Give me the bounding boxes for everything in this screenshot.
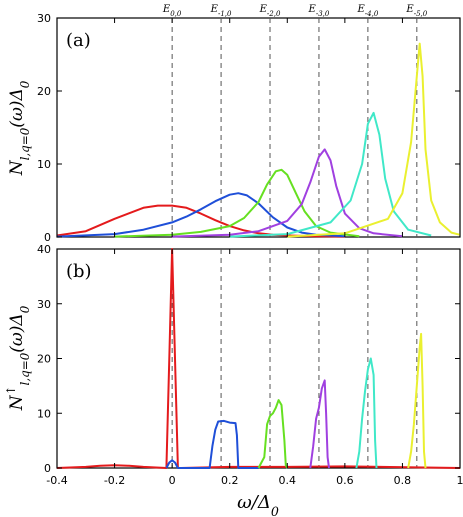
y-tick-label: 10 — [37, 158, 51, 171]
series-line — [257, 399, 289, 469]
y-tick-label: 20 — [37, 85, 51, 98]
series-line — [56, 248, 461, 469]
panel-a-frame — [56, 17, 461, 238]
panel-b-ticks: 0 10 20 30 40 -0.4 -0.2 0 0.2 0.4 0.6 0.8 1 — [37, 243, 463, 487]
series-line — [165, 419, 259, 469]
panel-b-frame — [56, 248, 461, 469]
panel-b-series — [56, 248, 461, 469]
y-tick-label: 10 — [37, 407, 51, 420]
energy-label: E0,0​ — [162, 4, 182, 18]
series-line — [355, 357, 378, 469]
x-tick-label: 0 — [169, 474, 176, 487]
x-tick-label: 0.6 — [336, 474, 354, 487]
panel-a-ticks: 0 10 20 30 — [37, 12, 461, 244]
energy-label: E-4,0​ — [356, 4, 378, 18]
x-tick-label: -0.4 — [46, 474, 67, 487]
y-tick-label: 40 — [37, 243, 51, 256]
y-tick-label: 0 — [44, 231, 51, 244]
x-tick-label: 0.8 — [394, 474, 412, 487]
y-tick-label: 30 — [37, 298, 51, 311]
y-tick-label: 20 — [37, 353, 51, 366]
panel-a-label: (a) — [66, 30, 91, 51]
panel-a-energy-lines — [171, 18, 418, 237]
series-line — [309, 379, 330, 469]
y-tick-label: 30 — [37, 12, 51, 25]
series-line — [56, 192, 345, 238]
series-line — [407, 332, 427, 469]
energy-label: E-2,0​ — [259, 4, 281, 18]
x-tick-label: 1 — [457, 474, 463, 487]
panel-b-y-label: N↑​l,q=0​(ω)Δ0​ — [4, 305, 32, 411]
series-line — [172, 148, 403, 238]
series-line — [287, 42, 461, 238]
panel-a-y-label: Nl,q=0​(ω)Δ0​ — [7, 80, 32, 176]
panel-b-energy-lines — [171, 249, 418, 468]
x-tick-label: 0.2 — [221, 474, 239, 487]
series-line — [114, 168, 360, 238]
energy-label: E-1,0​ — [210, 4, 232, 18]
x-axis-label: ω/Δ0​ — [237, 492, 279, 517]
energy-label: E-3,0​ — [308, 4, 330, 18]
energy-labels: E0,0​ E-1,0​ E-2,0​ E-3,0​ E-4,0​ E-5,0​ — [162, 4, 428, 18]
x-tick-label: -0.2 — [104, 474, 125, 487]
y-tick-label: 0 — [44, 462, 51, 475]
panel-b-label: (b) — [66, 261, 92, 282]
energy-label: E-5,0​ — [405, 4, 427, 18]
panel-a-series — [56, 42, 461, 238]
series-line — [229, 111, 432, 238]
x-tick-label: 0.4 — [279, 474, 297, 487]
